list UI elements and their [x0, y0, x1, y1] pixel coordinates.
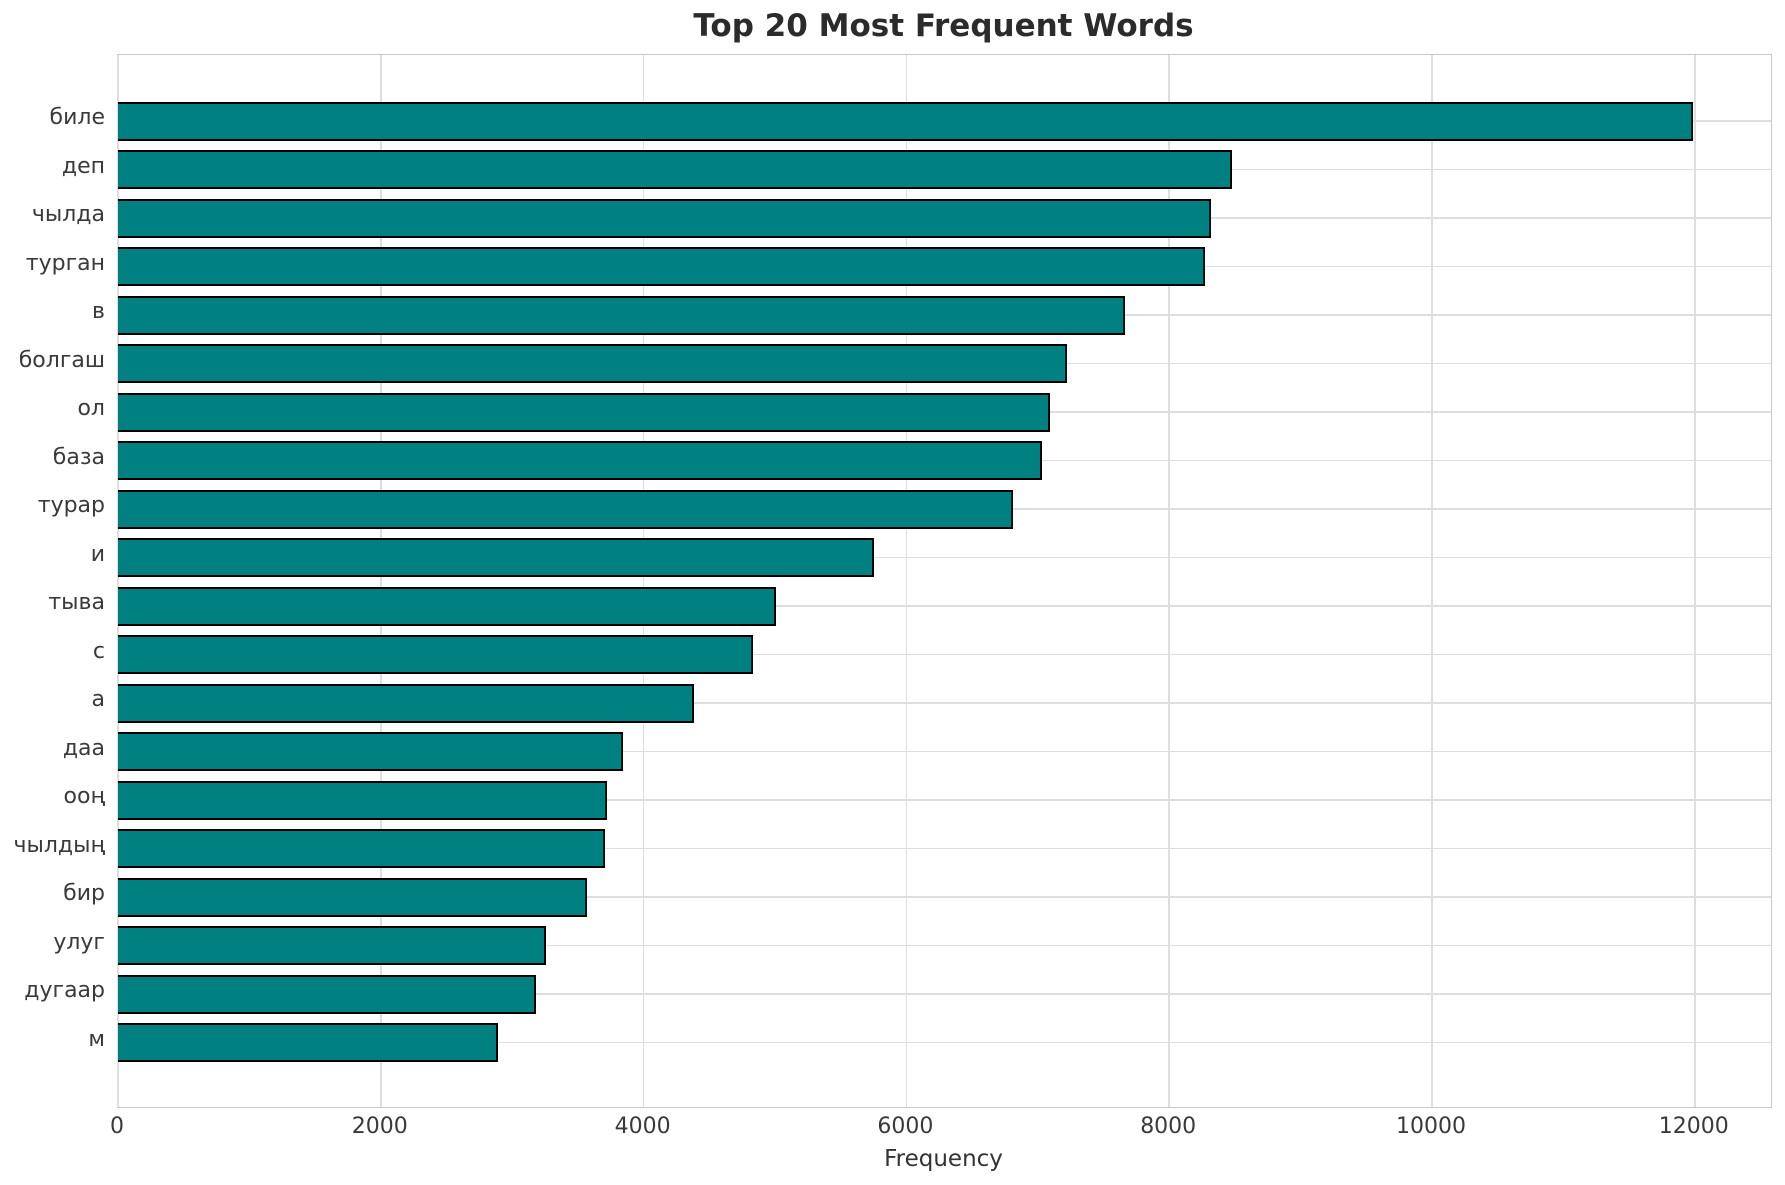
bar-тыва [118, 586, 777, 626]
y-tick-label: и [90, 541, 105, 567]
gridline-x [1431, 55, 1433, 1107]
gridline-y [118, 944, 1771, 947]
gridline-y [118, 556, 1771, 559]
y-tick-label: турган [25, 250, 105, 276]
gridline-y [118, 799, 1771, 801]
y-tick-label: деп [61, 153, 105, 179]
gridline-x [117, 55, 119, 1107]
bar-биле [118, 101, 1694, 141]
gridline-y [118, 653, 1771, 656]
x-tick-label: 4000 [614, 1114, 671, 1139]
y-tick-label: в [92, 299, 105, 324]
bar-ол [118, 392, 1050, 432]
gridline-y [118, 605, 1771, 607]
y-tick-label: база [52, 444, 105, 470]
gridline-y [118, 1041, 1771, 1044]
x-tick-label: 10000 [1395, 1114, 1466, 1139]
bar-ооң [118, 780, 607, 820]
gridline-x [642, 55, 645, 1107]
y-tick-label: ооң [63, 784, 105, 809]
y-tick-label: бир [63, 881, 105, 906]
x-tick-label: 6000 [877, 1114, 934, 1139]
y-tick-label: м [88, 1026, 105, 1052]
x-tick-label: 2000 [351, 1114, 408, 1139]
x-tick-label: 8000 [1140, 1114, 1197, 1139]
gridline-y [118, 993, 1771, 995]
gridline-y [118, 896, 1771, 898]
y-tick-label: турар [37, 493, 105, 518]
chart-title: Top 20 Most Frequent Words [693, 8, 1194, 44]
y-tick-label: а [91, 687, 105, 712]
gridline-y [118, 702, 1771, 704]
x-tick-label: 0 [110, 1114, 124, 1139]
bar-турар [118, 489, 1013, 529]
bar-дугаар [118, 974, 536, 1014]
y-tick-label: даа [62, 735, 105, 761]
y-tick-label: тыва [48, 590, 105, 615]
gridline-x [1168, 55, 1170, 1107]
gridline-y [118, 750, 1771, 753]
gridline-x [905, 55, 908, 1107]
bar-даа [118, 732, 623, 771]
y-tick-label: чылда [31, 202, 105, 227]
bar-чылда [118, 198, 1212, 238]
bar-бир [118, 877, 588, 917]
gridline-y [118, 847, 1771, 850]
bar-турган [118, 247, 1205, 286]
bar-м [118, 1023, 498, 1062]
bar-деп [118, 150, 1233, 189]
gridline-x [380, 55, 382, 1107]
plot-area [117, 54, 1772, 1108]
bar-болгаш [118, 344, 1067, 383]
bar-в [118, 295, 1125, 335]
gridline-x [1694, 55, 1696, 1107]
bar-улуг [118, 926, 547, 965]
y-tick-label: чылдың [13, 832, 105, 858]
y-tick-label: улуг [53, 929, 105, 955]
y-tick-label: с [92, 638, 105, 664]
bar-а [118, 683, 694, 723]
y-tick-label: биле [49, 105, 105, 130]
y-tick-label: дугаар [24, 978, 105, 1003]
bar-и [118, 538, 874, 577]
bar-база [118, 441, 1042, 480]
x-axis-title: Frequency [884, 1146, 1003, 1172]
bar-с [118, 635, 753, 674]
y-tick-label: болгаш [18, 347, 105, 373]
y-tick-label: ол [77, 396, 105, 421]
x-tick-label: 12000 [1658, 1114, 1729, 1139]
bar-чылдың [118, 829, 606, 868]
